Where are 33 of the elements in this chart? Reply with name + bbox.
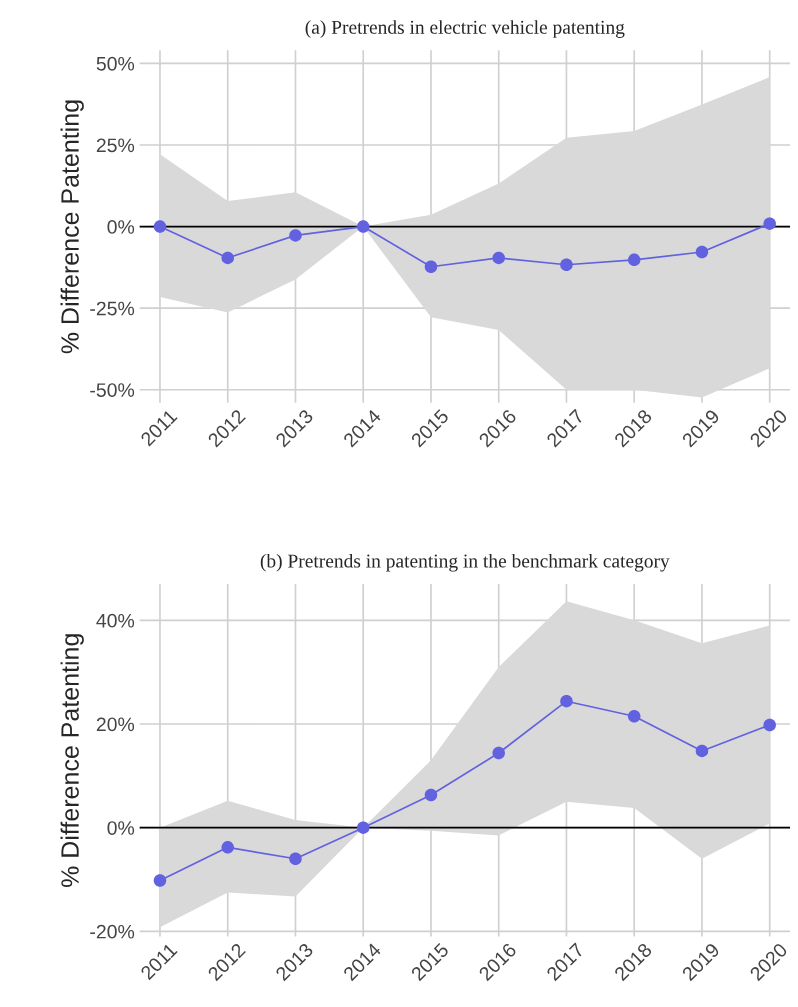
y-tick-label: 50% — [96, 56, 135, 71]
point — [627, 253, 641, 267]
y-tick-label: 40% — [96, 613, 135, 628]
y-axis-title: % Difference Patenting — [60, 100, 84, 354]
y-tick-label: -25% — [90, 301, 135, 316]
chart-title: (a) Pretrends in electric vehicle patenting — [305, 20, 625, 38]
y-axis-title: % Difference Patenting — [60, 634, 84, 888]
point — [424, 260, 438, 273]
point — [763, 217, 776, 230]
point — [153, 220, 167, 233]
point — [221, 841, 234, 854]
y-tick-label: 0% — [107, 821, 135, 835]
chart-title: (b) Pretrends in patenting in the benchmark category — [260, 553, 670, 572]
point — [356, 220, 370, 233]
point — [221, 251, 234, 265]
point — [627, 709, 641, 723]
point — [695, 245, 709, 259]
point — [424, 788, 438, 802]
point — [153, 874, 167, 887]
point — [560, 694, 573, 708]
y-tick-label: 20% — [96, 717, 135, 732]
point — [289, 852, 302, 866]
point — [560, 258, 573, 272]
point — [356, 821, 370, 834]
y-tick-label: 0% — [107, 220, 135, 234]
point — [695, 744, 709, 758]
y-tick-label: 25% — [96, 138, 135, 153]
y-tick-label: -20% — [90, 924, 135, 939]
point — [289, 229, 302, 242]
point — [492, 746, 505, 760]
point — [492, 251, 505, 265]
y-tick-label: -50% — [90, 383, 135, 397]
point — [763, 718, 776, 732]
